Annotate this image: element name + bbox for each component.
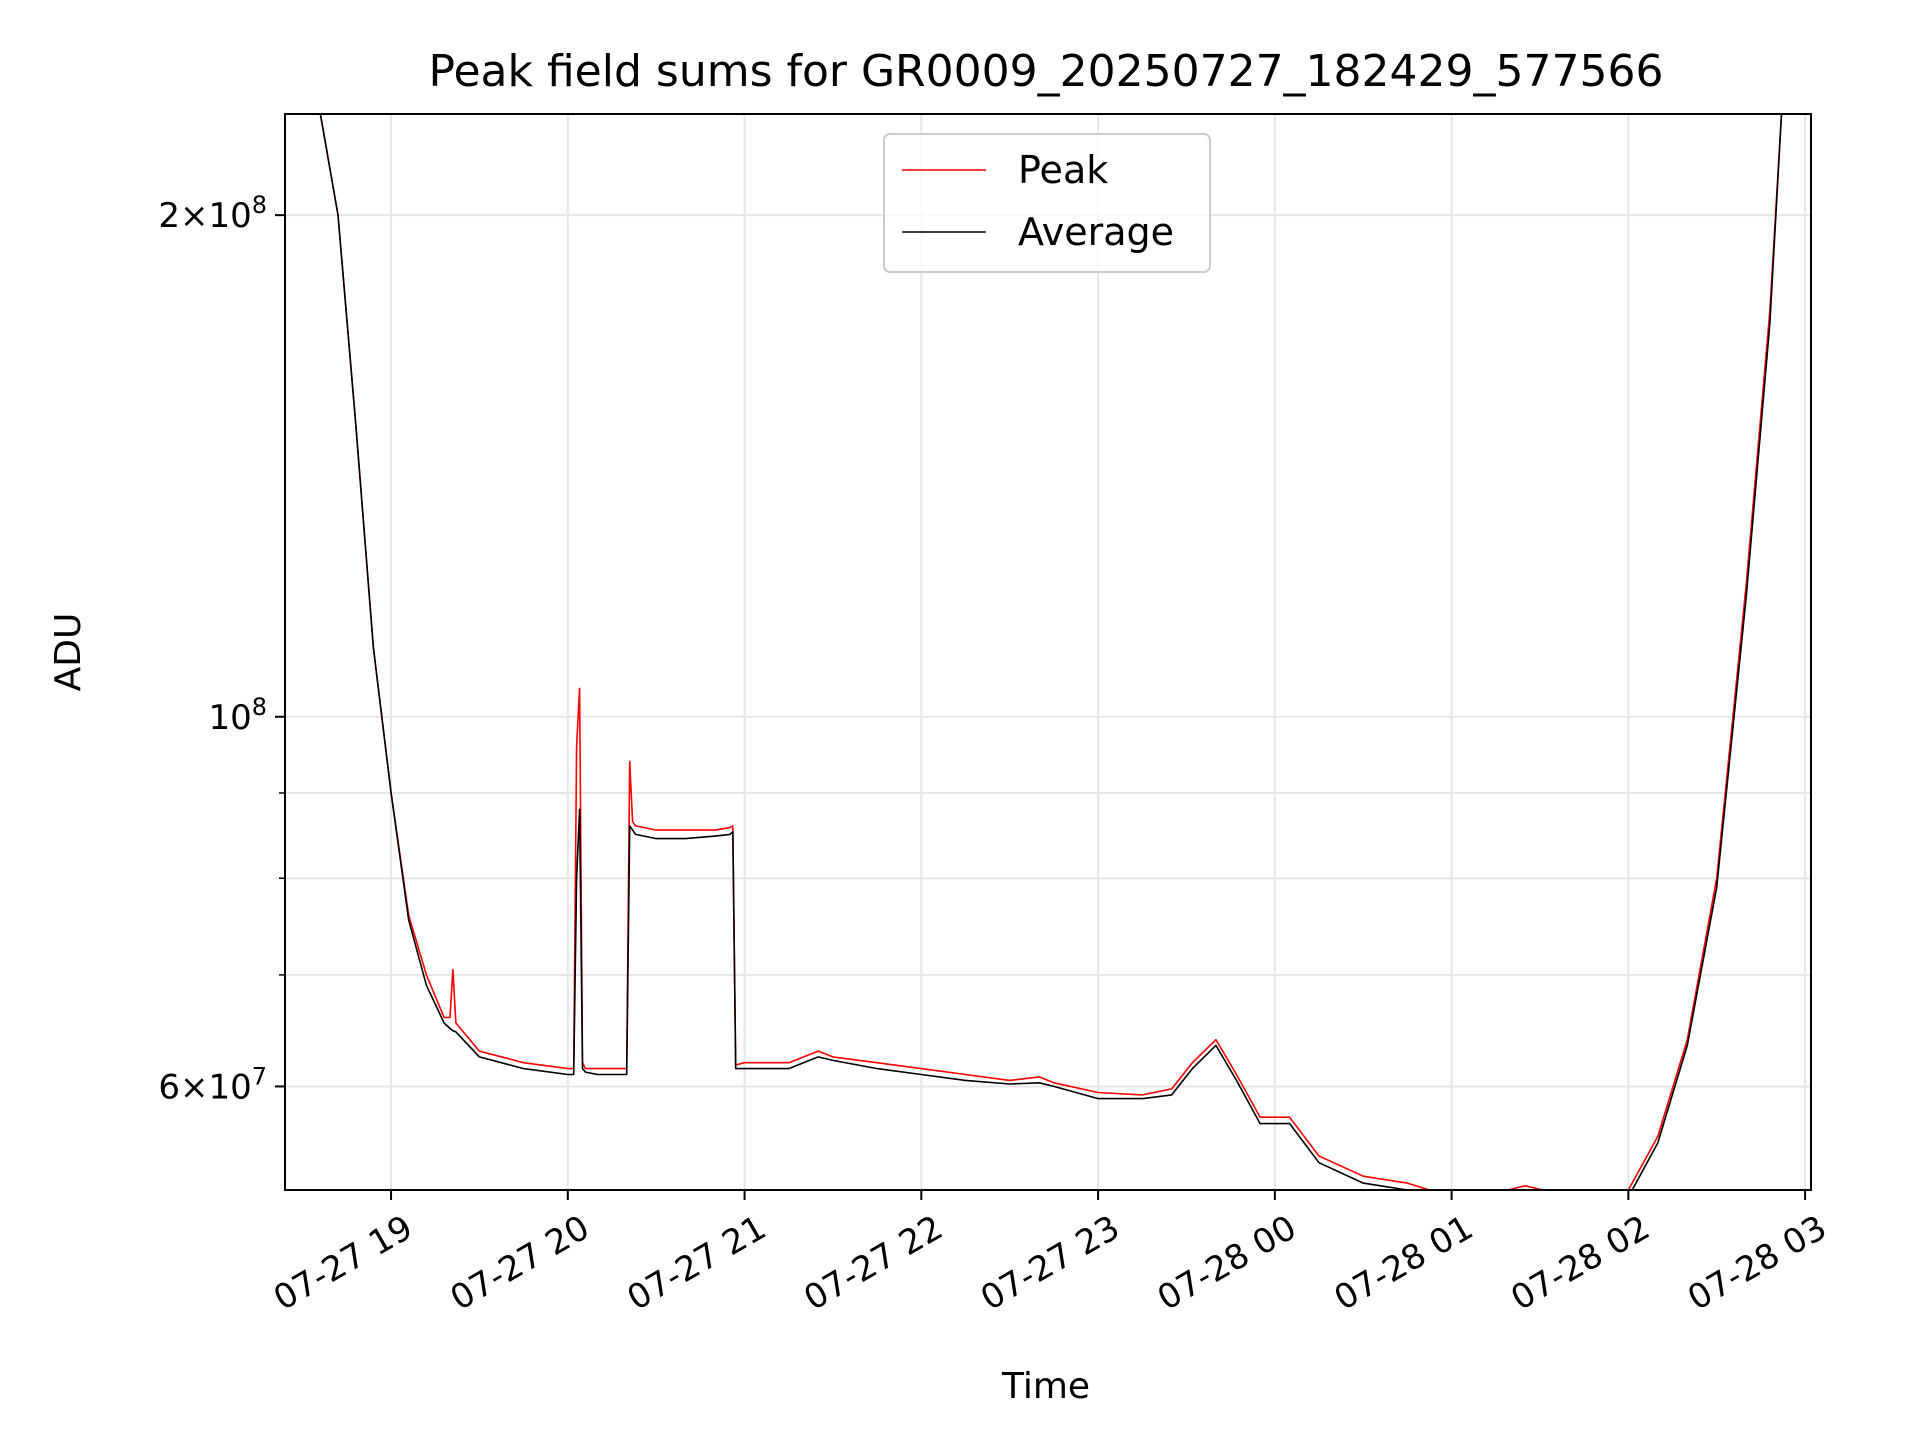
y-tick-label: 108 (208, 693, 267, 738)
chart-title: Peak field sums for GR0009_20250727_1824… (429, 46, 1664, 97)
legend-label-peak: Peak (1018, 148, 1108, 192)
y-tick-label: 6×107 (158, 1062, 267, 1107)
series-line-peak (319, 114, 1783, 1190)
legend-label-average: Average (1018, 210, 1174, 254)
legend: Peak Average (883, 133, 1211, 273)
plot-frame (284, 113, 1812, 1191)
y-tick-label: 2×108 (158, 191, 267, 236)
y-axis-label: ADU (48, 613, 89, 692)
series-layer (319, 114, 1783, 1190)
x-axis-label: Time (1001, 1366, 1090, 1407)
legend-frame (883, 133, 1211, 273)
series-line-average (319, 114, 1783, 1190)
grid (285, 114, 1811, 1190)
